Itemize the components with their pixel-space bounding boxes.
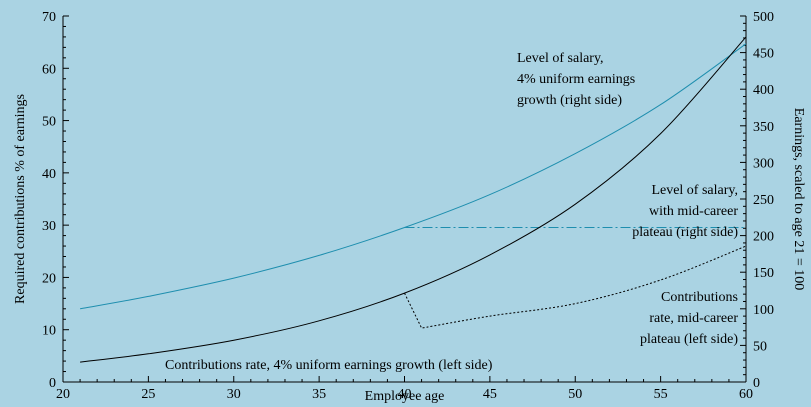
series-line-1 [80, 43, 747, 310]
annotation-contrib-plateau-line-3: plateau (left side) [640, 332, 738, 347]
y-left-tick-label: 70 [42, 10, 56, 25]
annotation-contrib-plateau-line-1: Contributions [661, 290, 738, 305]
x-tick-label: 50 [568, 387, 582, 402]
y-right-axis-title: Earnings, scaled to age 21 = 100 [791, 108, 806, 290]
annotation-salary-plateau-line-1: Level of salary, [651, 183, 738, 198]
annotation-salary-uniform-line-2: 4% uniform earnings [517, 72, 635, 87]
annotation-salary-plateau-line-2: with mid-career [649, 204, 738, 219]
x-axis-title: Employee age [365, 389, 445, 404]
y-left-tick-label: 40 [42, 167, 56, 182]
y-right-tick-label: 0 [753, 376, 760, 391]
y-left-tick-label: 60 [42, 62, 56, 77]
y-right-tick-label: 400 [753, 83, 774, 98]
annotation-salary-plateau-line-3: plateau (right side) [632, 225, 738, 240]
y-right-tick-label: 100 [753, 303, 774, 318]
y-right-tick-label: 350 [753, 120, 774, 135]
y-left-axis-title: Required contributions % of earnings [13, 94, 28, 304]
x-tick-label: 45 [483, 387, 497, 402]
y-left-tick-label: 20 [42, 271, 56, 286]
x-tick-label: 55 [654, 387, 668, 402]
y-left-tick-label: 50 [42, 115, 56, 130]
annotation-contrib-plateau-line-2: rate, mid-career [649, 311, 738, 326]
x-tick-label: 40 [398, 387, 412, 402]
series-line-4 [404, 245, 747, 329]
x-tick-label: 35 [312, 387, 326, 402]
y-left-tick-label: 10 [42, 324, 56, 339]
y-right-tick-label: 300 [753, 156, 774, 171]
annotation-salary-uniform-line-3: growth (right side) [517, 93, 622, 108]
y-left-tick-label: 0 [49, 376, 56, 391]
y-right-tick-label: 50 [753, 339, 767, 354]
x-tick-label: 60 [739, 387, 753, 402]
annotation-salary-uniform-line-1: Level of salary, [517, 51, 604, 66]
x-tick-label: 20 [56, 387, 70, 402]
x-tick-label: 30 [227, 387, 241, 402]
y-left-tick-label: 30 [42, 219, 56, 234]
annotation-contrib-uniform-line-1: Contributions rate, 4% uniform earnings … [165, 358, 493, 373]
x-tick-label: 25 [141, 387, 155, 402]
y-right-tick-label: 200 [753, 230, 774, 245]
y-right-tick-label: 150 [753, 266, 774, 281]
y-right-tick-label: 250 [753, 193, 774, 208]
series-line-3 [80, 36, 747, 363]
y-right-tick-label: 450 [753, 47, 774, 62]
y-right-tick-label: 500 [753, 10, 774, 25]
